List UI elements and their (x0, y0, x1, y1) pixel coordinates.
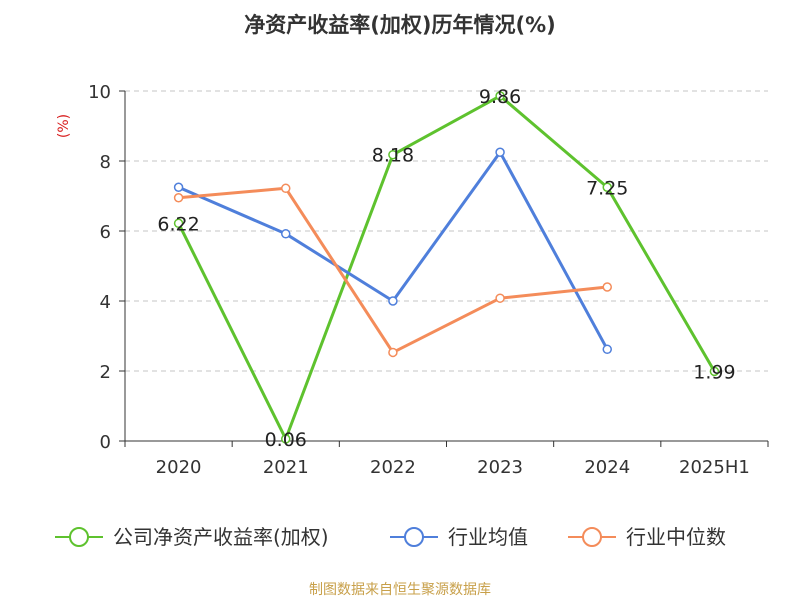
y-tick-label: 8 (100, 152, 111, 173)
gridlines (125, 90, 768, 372)
x-tick-label: 2021 (263, 457, 309, 478)
data-point (388, 296, 398, 306)
data-point (709, 366, 720, 377)
data-point (173, 218, 184, 229)
legend-marker-3 (582, 527, 602, 547)
data-label: 6.22 (157, 213, 199, 235)
legend[interactable]: 公司净资产收益率(加权) 行业均值 行业中位数 (55, 525, 726, 549)
data-label: 0.06 (265, 429, 307, 451)
data-label: 9.86 (479, 86, 521, 108)
axes: 0 2 4 6 8 10 2020 2021 2022 2023 2024 2025H1 (88, 82, 769, 478)
data-point (495, 147, 505, 157)
y-tick-label: 6 (100, 222, 111, 243)
legend-marker-2 (404, 527, 424, 547)
data-point (602, 182, 612, 192)
data-point (281, 434, 291, 444)
y-tick-label: 10 (88, 82, 111, 103)
legend-label-3: 行业中位数 (626, 525, 726, 549)
data-point (388, 149, 398, 160)
y-axis-unit: (%) (56, 114, 72, 138)
data-point (281, 183, 291, 194)
legend-marker-1 (69, 527, 89, 547)
y-tick-label: 4 (100, 292, 111, 313)
data-label: 7.25 (586, 177, 628, 199)
data-point (602, 282, 612, 292)
data-point (388, 347, 398, 358)
data-point (602, 344, 612, 355)
x-tick-label: 2022 (370, 457, 416, 478)
data-point (281, 229, 291, 239)
data-point (173, 182, 184, 192)
legend-label-2: 行业均值 (448, 525, 528, 549)
data-point (173, 193, 184, 203)
data-point (495, 91, 505, 101)
chart-title: 净资产收益率(加权)历年情况(%) (244, 13, 555, 37)
data-label: 8.18 (372, 145, 414, 167)
series-lines (173, 91, 720, 444)
data-label: 1.99 (693, 361, 735, 383)
x-tick-label: 2020 (156, 457, 202, 478)
data-labels: 6.22 0.06 8.18 9.86 7.25 1.99 (157, 86, 735, 451)
series-line-2 (177, 150, 609, 351)
x-tick-label: 2025H1 (679, 457, 750, 478)
x-tick-label: 2024 (584, 457, 630, 478)
series-line-3 (178, 186, 608, 354)
data-point (495, 293, 505, 303)
x-tick-label: 2023 (477, 457, 523, 478)
y-tick-label: 0 (100, 432, 111, 453)
y-tick-label: 2 (100, 362, 111, 383)
legend-label-1: 公司净资产收益率(加权) (113, 525, 329, 549)
source-note: 制图数据来自恒生聚源数据库 (309, 582, 491, 598)
series-line-1 (177, 94, 716, 441)
